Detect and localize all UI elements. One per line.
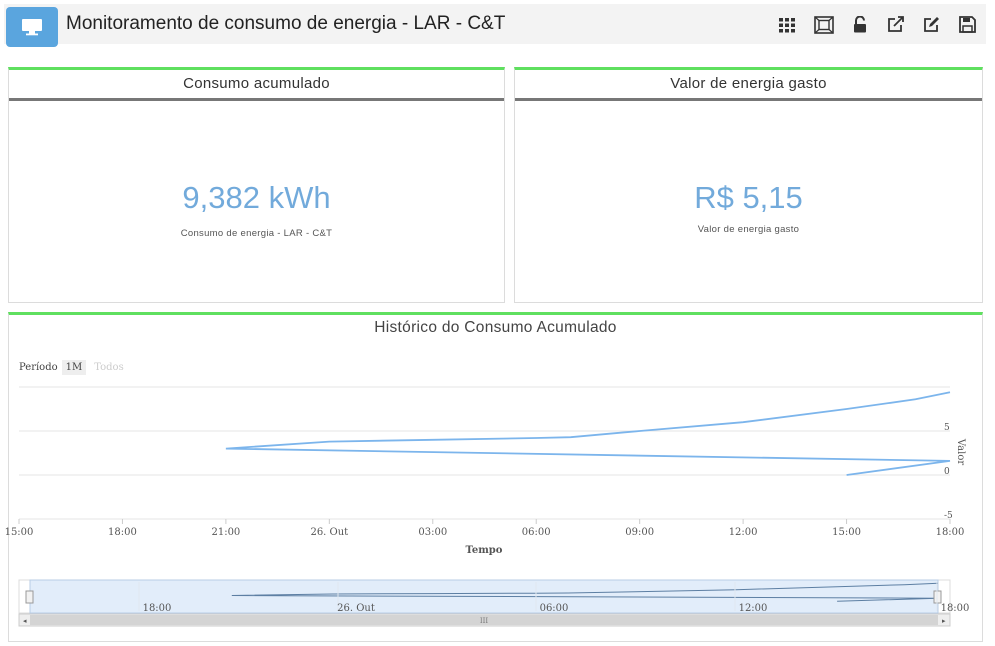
external-link-icon	[887, 16, 904, 32]
dashboard-title: Monitoramento de consumo de energia - LA…	[66, 13, 506, 34]
range-1m-button[interactable]: 1M	[61, 360, 87, 375]
chart-panel: Histórico do Consumo Acumulado Período 1…	[8, 312, 983, 642]
fullscreen-button[interactable]	[811, 12, 836, 37]
valor-label: Valor de energia gasto	[697, 224, 800, 235]
edit-icon	[923, 17, 939, 32]
consumo-label: Consumo de energia - LAR - C&T	[180, 228, 333, 239]
range-selector: Período 1M Todos	[19, 360, 128, 375]
consumo-panel: Consumo acumulado 9,382 kWh Consumo de e…	[8, 67, 505, 303]
edit-button[interactable]	[919, 12, 944, 37]
external-link-button[interactable]	[883, 12, 908, 37]
save-button[interactable]	[955, 12, 980, 37]
monitor-button[interactable]	[6, 7, 58, 47]
range-selector-label: Período	[19, 362, 58, 373]
valor-value: R$ 5,15	[694, 180, 803, 215]
dashboard-header: Monitoramento de consumo de energia - LA…	[4, 4, 986, 47]
grid-icon	[778, 17, 795, 32]
consumo-value: 9,382 kWh	[182, 180, 331, 215]
range-all-button[interactable]: Todos	[94, 362, 124, 373]
monitor-icon	[22, 19, 42, 36]
fullscreen-icon	[813, 15, 834, 34]
valor-panel-title: Valor de energia gasto	[515, 70, 982, 101]
chart-title: Histórico do Consumo Acumulado	[374, 319, 617, 336]
unlock-button[interactable]	[847, 12, 872, 37]
consumo-panel-title: Consumo acumulado	[9, 70, 504, 101]
valor-panel: Valor de energia gasto R$ 5,15 Valor de …	[514, 67, 983, 303]
save-icon	[959, 16, 976, 33]
grid-button[interactable]	[775, 12, 800, 37]
toolbar	[775, 12, 980, 37]
unlock-icon	[853, 16, 866, 33]
